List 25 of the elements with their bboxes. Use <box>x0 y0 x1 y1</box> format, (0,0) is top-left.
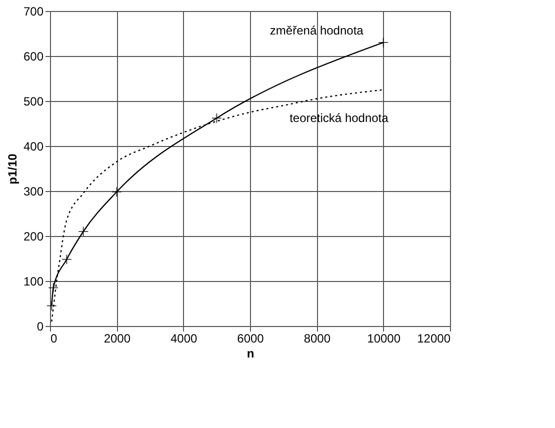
point <box>111 186 122 198</box>
y-tick-label: 100 <box>23 274 44 288</box>
series-label: změřená hodnota <box>270 24 364 38</box>
y-tick-label: 300 <box>23 184 44 198</box>
x-axis-title: n <box>246 346 254 360</box>
point <box>378 37 389 48</box>
y-axis-title: p1/10 <box>5 153 20 184</box>
point <box>61 254 72 265</box>
point <box>48 282 59 293</box>
point <box>46 300 57 311</box>
y-tick-label: 0 <box>36 320 44 334</box>
y-tick-label: 700 <box>23 4 44 18</box>
x-tick-label: 10000 <box>367 332 401 346</box>
x-tick-label: 2000 <box>104 332 131 346</box>
x-tick-label: 12000 <box>417 332 451 346</box>
x-tick-label: 4000 <box>170 332 198 346</box>
y-tick-label: 400 <box>23 140 44 154</box>
y-tick-label: 500 <box>23 94 44 108</box>
point <box>211 112 222 124</box>
x-tick-label: 6000 <box>237 332 264 346</box>
x-tick-label: 0 <box>50 332 58 346</box>
y-tick-label: 600 <box>23 50 44 64</box>
x-tick-label: 8000 <box>304 332 331 346</box>
point <box>78 226 89 237</box>
y-tick-label: 200 <box>23 230 44 244</box>
